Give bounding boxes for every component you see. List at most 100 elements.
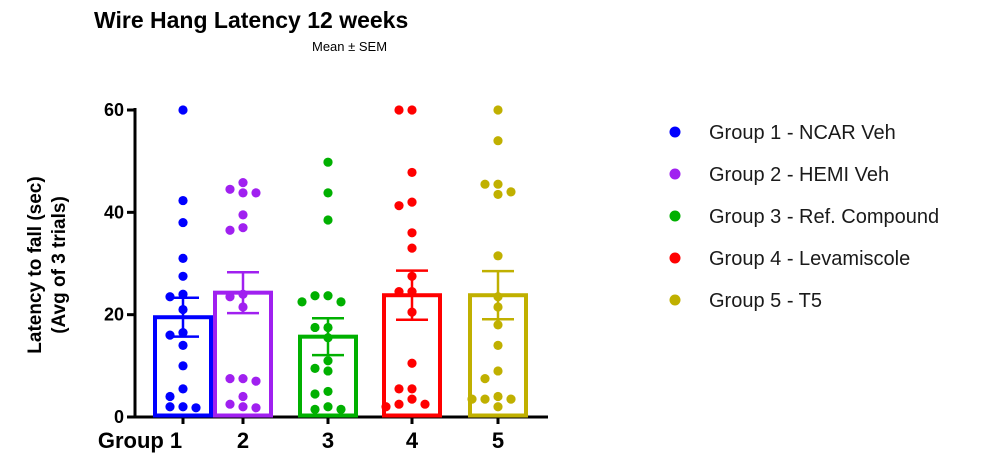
data-point bbox=[238, 391, 248, 402]
data-point bbox=[323, 157, 333, 167]
data-point bbox=[336, 404, 346, 414]
x-tick-label: 4 bbox=[406, 428, 419, 453]
data-point bbox=[178, 361, 188, 371]
data-point bbox=[323, 215, 333, 225]
data-point bbox=[323, 188, 333, 198]
data-point bbox=[506, 394, 516, 404]
legend-marker bbox=[669, 294, 681, 306]
data-point bbox=[310, 404, 320, 414]
data-point bbox=[323, 402, 333, 412]
x-tick-label: Group 1 bbox=[98, 428, 182, 453]
data-point bbox=[178, 253, 188, 263]
data-point bbox=[178, 105, 188, 115]
data-point bbox=[394, 384, 404, 394]
data-point bbox=[225, 374, 235, 384]
error-bars bbox=[167, 269, 514, 357]
legend: Group 1 - NCAR Veh Group 2 - HEMI Veh Grou… bbox=[669, 122, 939, 312]
data-point bbox=[238, 188, 248, 198]
data-point bbox=[394, 105, 404, 115]
data-point bbox=[251, 376, 261, 386]
chart-subtitle: Mean ± SEM bbox=[312, 39, 387, 54]
data-point bbox=[493, 366, 503, 376]
data-point bbox=[480, 374, 490, 384]
data-point bbox=[310, 291, 320, 301]
data-point bbox=[506, 187, 516, 197]
data-point bbox=[178, 340, 188, 350]
data-point bbox=[493, 179, 503, 189]
data-point bbox=[323, 366, 333, 376]
data-point bbox=[420, 399, 430, 409]
data-point bbox=[381, 402, 391, 412]
y-tick-label: 20 bbox=[104, 305, 124, 325]
x-tick-label: 3 bbox=[322, 428, 334, 453]
legend-marker bbox=[669, 252, 681, 264]
data-point bbox=[178, 402, 188, 412]
data-point bbox=[407, 167, 417, 178]
data-point bbox=[225, 184, 235, 194]
y-tick-label: 40 bbox=[104, 202, 124, 222]
legend-entry: Group 4 - Levamiscole bbox=[709, 248, 910, 270]
data-point bbox=[394, 399, 404, 409]
data-point bbox=[493, 251, 503, 261]
data-point bbox=[251, 403, 261, 413]
legend-entry: Group 2 - HEMI Veh bbox=[709, 164, 889, 186]
data-point bbox=[407, 358, 417, 368]
y-axis-label-line1: Latency to fall (sec) bbox=[25, 176, 46, 353]
legend-marker bbox=[669, 210, 681, 222]
data-point bbox=[225, 399, 235, 409]
chart-title: Wire Hang Latency 12 weeks bbox=[94, 7, 408, 33]
data-point bbox=[323, 356, 333, 366]
data-point bbox=[310, 363, 320, 373]
legend-marker bbox=[669, 168, 681, 180]
data-point bbox=[251, 188, 261, 198]
data-point bbox=[178, 217, 188, 228]
data-point bbox=[165, 391, 175, 402]
data-point bbox=[493, 340, 503, 350]
data-point bbox=[165, 330, 175, 340]
data-point bbox=[407, 243, 417, 253]
data-point bbox=[238, 178, 248, 188]
legend-entry: Group 1 - NCAR Veh bbox=[709, 122, 896, 144]
data-point bbox=[480, 179, 490, 189]
legend-entry: Group 3 - Ref. Compound bbox=[709, 206, 939, 228]
data-point bbox=[336, 297, 346, 307]
data-point bbox=[493, 136, 503, 146]
data-point bbox=[191, 403, 201, 413]
data-point bbox=[297, 297, 307, 307]
data-point bbox=[394, 287, 404, 297]
data-point bbox=[493, 391, 503, 402]
x-axis-tick-labels: Group 1 2 3 4 5 bbox=[98, 428, 504, 453]
data-point bbox=[178, 289, 188, 299]
data-point bbox=[238, 374, 248, 384]
data-point bbox=[467, 394, 477, 404]
data-point bbox=[394, 201, 404, 211]
data-point bbox=[407, 105, 417, 115]
data-point bbox=[310, 389, 320, 399]
x-tick-label: 2 bbox=[237, 428, 249, 453]
data-point bbox=[480, 394, 490, 404]
data-point bbox=[407, 384, 417, 394]
data-point bbox=[225, 225, 235, 235]
legend-marker bbox=[669, 126, 681, 138]
data-point bbox=[165, 402, 175, 412]
data-point bbox=[493, 320, 503, 330]
data-points bbox=[165, 105, 516, 414]
data-point bbox=[407, 197, 417, 207]
data-point bbox=[238, 210, 248, 220]
y-tick-label: 0 bbox=[114, 407, 124, 427]
data-point bbox=[407, 394, 417, 404]
data-point bbox=[178, 271, 188, 281]
y-axis-label-line2: (Avg of 3 trials) bbox=[49, 196, 70, 334]
data-point bbox=[493, 189, 503, 200]
x-tick-label: 5 bbox=[492, 428, 504, 453]
data-point bbox=[493, 402, 503, 412]
data-point bbox=[323, 386, 333, 397]
data-point bbox=[238, 402, 248, 412]
y-tick-label: 60 bbox=[104, 100, 124, 120]
data-point bbox=[407, 228, 417, 238]
data-point bbox=[493, 105, 503, 115]
data-point bbox=[178, 195, 188, 206]
legend-entry: Group 5 - T5 bbox=[709, 290, 822, 312]
data-point bbox=[225, 292, 235, 302]
